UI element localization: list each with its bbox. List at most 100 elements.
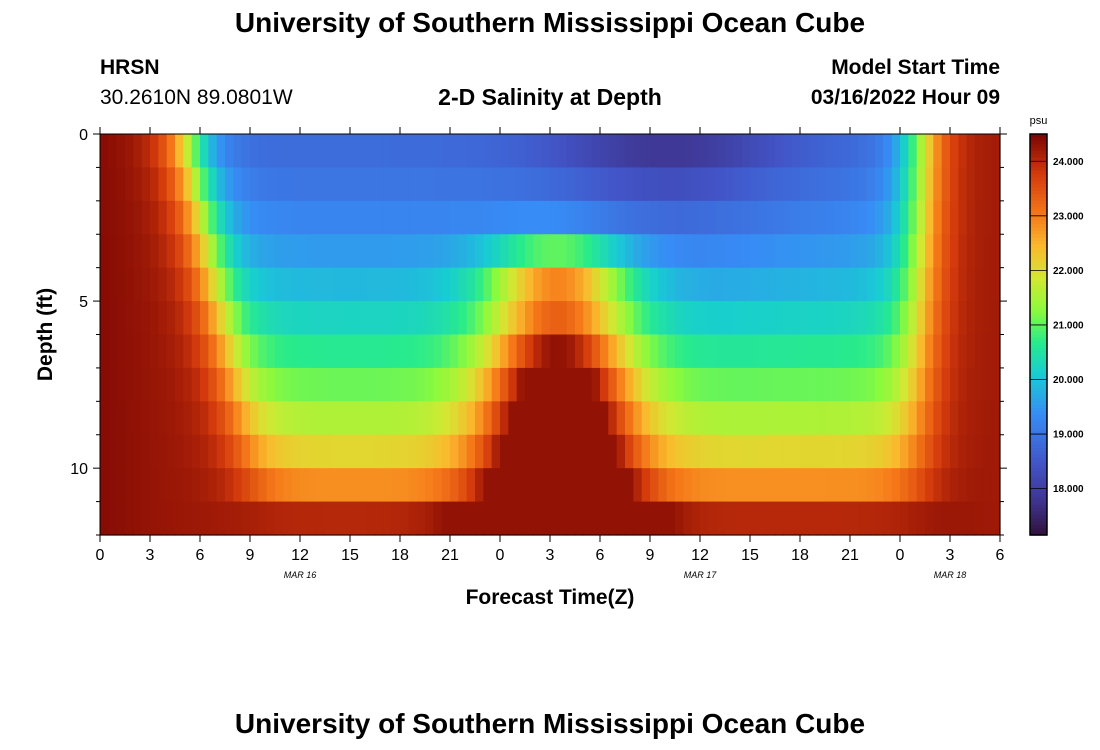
heatmap-cell	[633, 501, 643, 536]
heatmap-cell	[433, 134, 443, 169]
heatmap-cell	[516, 501, 526, 536]
heatmap-cell	[783, 334, 793, 369]
heatmap-cell	[950, 200, 959, 235]
heatmap-cell	[891, 401, 901, 436]
heatmap-cell	[500, 367, 509, 402]
heatmap-cell	[183, 401, 193, 436]
heatmap-cell	[991, 468, 1001, 503]
colorbar-segment	[1030, 291, 1047, 295]
colorbar-segment	[1030, 147, 1047, 152]
heatmap-cell	[333, 301, 343, 336]
heatmap-cell	[708, 301, 718, 336]
heatmap-cell	[958, 334, 968, 369]
heatmap-cell	[475, 301, 484, 336]
heatmap-cell	[891, 267, 901, 302]
heatmap-cell	[833, 501, 843, 536]
heatmap-cell	[708, 134, 718, 169]
heatmap-cell	[100, 367, 109, 402]
heatmap-cell	[850, 200, 859, 235]
heatmap-cell	[766, 167, 776, 202]
heatmap-cell	[583, 468, 593, 503]
heatmap-cell	[425, 501, 434, 536]
heatmap-cell	[541, 334, 551, 369]
heatmap-cell	[833, 401, 843, 436]
heatmap-cell	[358, 401, 368, 436]
x-tick-label: 15	[341, 547, 359, 564]
heatmap-cell	[866, 167, 876, 202]
heatmap-cell	[150, 167, 159, 202]
x-tick-label: 21	[441, 547, 459, 564]
heatmap-cell	[941, 200, 951, 235]
colorbar-segment	[1030, 200, 1047, 205]
heatmap-cell	[341, 468, 351, 503]
heatmap-cell	[708, 200, 718, 235]
heatmap-cell	[216, 334, 226, 369]
heatmap-cell	[391, 167, 401, 202]
heatmap-cell	[166, 167, 176, 202]
heatmap-cell	[258, 267, 268, 302]
heatmap-cell	[108, 367, 118, 402]
heatmap-cell	[925, 200, 934, 235]
heatmap-cell	[958, 167, 968, 202]
heatmap-cell	[566, 200, 576, 235]
heatmap-cell	[858, 301, 868, 336]
heatmap-cell	[308, 334, 318, 369]
colorbar-segment	[1030, 494, 1047, 499]
heatmap-cell	[916, 434, 926, 469]
colorbar-segment	[1030, 284, 1047, 289]
heatmap-cell	[700, 200, 709, 235]
colorbar-segment	[1030, 227, 1047, 232]
heatmap-cell	[416, 334, 426, 369]
heatmap-cell	[258, 334, 268, 369]
heatmap-cell	[275, 401, 284, 436]
x-date-label: MAR 18	[934, 570, 967, 580]
heatmap-cell	[341, 134, 351, 169]
heatmap-cell	[883, 267, 893, 302]
heatmap-cell	[316, 200, 326, 235]
heatmap-cell	[325, 234, 334, 269]
heatmap-cell	[658, 267, 668, 302]
model-start-time: 03/16/2022 Hour 09	[810, 86, 1000, 109]
heatmap-cell	[741, 167, 751, 202]
heatmap-cell	[108, 334, 118, 369]
heatmap-cell	[333, 401, 343, 436]
heatmap-cell	[583, 401, 593, 436]
heatmap-cell	[741, 501, 751, 536]
heatmap-cell	[458, 267, 468, 302]
heatmap-cell	[591, 267, 601, 302]
heatmap-cell	[425, 301, 434, 336]
heatmap-cell	[766, 134, 776, 169]
heatmap-cell	[158, 301, 168, 336]
heatmap-cell	[566, 301, 576, 336]
colorbar-segment	[1030, 511, 1047, 516]
heatmap-cell	[125, 134, 134, 169]
heatmap-cell	[616, 501, 626, 536]
heatmap-cell	[725, 134, 734, 169]
heatmap-cell	[333, 334, 343, 369]
heatmap-cell	[450, 468, 459, 503]
heatmap-cell	[650, 167, 659, 202]
heatmap-cell	[750, 367, 759, 402]
heatmap-cell	[150, 267, 159, 302]
colorbar-segment	[1030, 250, 1047, 255]
heatmap-cell	[166, 401, 176, 436]
heatmap-cell	[241, 234, 251, 269]
heatmap-cell	[566, 468, 576, 503]
heatmap-cell	[941, 234, 951, 269]
colorbar-segment	[1030, 277, 1047, 282]
x-date-label: MAR 17	[684, 570, 718, 580]
colorbar-tick-label: 23.000	[1053, 211, 1084, 222]
heatmap-cell	[191, 301, 201, 336]
heatmap-cell	[841, 167, 851, 202]
heatmap-cell	[683, 401, 693, 436]
heatmap-cell	[775, 434, 784, 469]
colorbar-unit: psu	[1030, 115, 1048, 127]
heatmap-cell	[183, 167, 193, 202]
heatmap-cell	[883, 167, 893, 202]
heatmap-cell	[166, 367, 176, 402]
heatmap-cell	[133, 301, 143, 336]
heatmap-cell	[491, 167, 501, 202]
x-axis: 0 3 6 9 12 15 18 21 0 3 6 9 12 15 18 21 0 3 6 MAR 16 MAR 17 M…	[96, 127, 1005, 580]
heatmap-cell	[200, 200, 209, 235]
heatmap-cell	[650, 134, 659, 169]
